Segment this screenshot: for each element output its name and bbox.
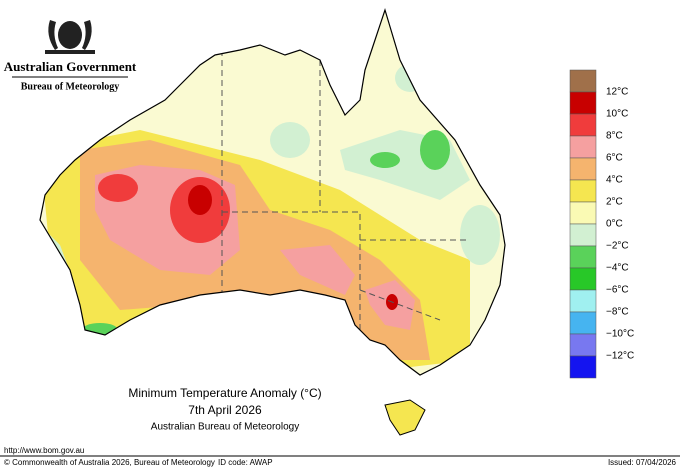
url[interactable]: http://www.bom.gov.au bbox=[4, 446, 84, 455]
legend-label: −6°C bbox=[606, 285, 629, 296]
copyright: © Commonwealth of Australia 2026, Bureau… bbox=[4, 458, 215, 467]
legend-label: −8°C bbox=[606, 307, 629, 318]
legend-swatch bbox=[569, 179, 597, 203]
tasmania bbox=[384, 399, 426, 436]
legend-swatch bbox=[569, 201, 597, 225]
issued: Issued: 07/04/2026 bbox=[608, 458, 677, 467]
legend-swatch bbox=[569, 333, 597, 357]
legend-label: 12°C bbox=[606, 87, 628, 98]
legend-label: −4°C bbox=[606, 263, 629, 274]
legend-swatch bbox=[569, 113, 597, 137]
legend-label: −12°C bbox=[606, 351, 634, 362]
legend-swatch bbox=[569, 223, 597, 247]
legend-swatch bbox=[569, 245, 597, 269]
legend-label: 2°C bbox=[606, 197, 623, 208]
map-source: Australian Bureau of Meteorology bbox=[151, 422, 299, 433]
legend: 12°C 10°C 8°C 6°C 4°C 2°C 0°C −2°C −4°C −6°C −8°C −… bbox=[569, 69, 634, 379]
state-borders bbox=[221, 40, 470, 360]
id-code: ID code: AWAP bbox=[218, 458, 273, 467]
legend-label: 0°C bbox=[606, 219, 623, 230]
legend-swatch bbox=[569, 289, 597, 313]
bureau: Bureau of Meteorology bbox=[21, 81, 120, 92]
legend-label: 4°C bbox=[606, 175, 623, 186]
legend-label: 6°C bbox=[606, 153, 623, 164]
map-title: Minimum Temperature Anomaly (°C) bbox=[128, 386, 321, 400]
government: Australian Government bbox=[4, 59, 137, 74]
legend-label: 10°C bbox=[606, 109, 628, 120]
coat-of-arms bbox=[45, 20, 95, 54]
legend-swatch bbox=[569, 157, 597, 181]
legend-swatch bbox=[569, 355, 597, 379]
legend-swatch bbox=[569, 267, 597, 291]
map-date: 7th April 2026 bbox=[188, 403, 262, 417]
legend-label: 8°C bbox=[606, 131, 623, 142]
legend-swatch bbox=[569, 135, 597, 159]
legend-swatch bbox=[569, 91, 597, 115]
legend-swatch bbox=[569, 311, 597, 335]
legend-swatch bbox=[569, 69, 597, 93]
legend-label: −2°C bbox=[606, 241, 629, 252]
legend-label: −10°C bbox=[606, 329, 634, 340]
